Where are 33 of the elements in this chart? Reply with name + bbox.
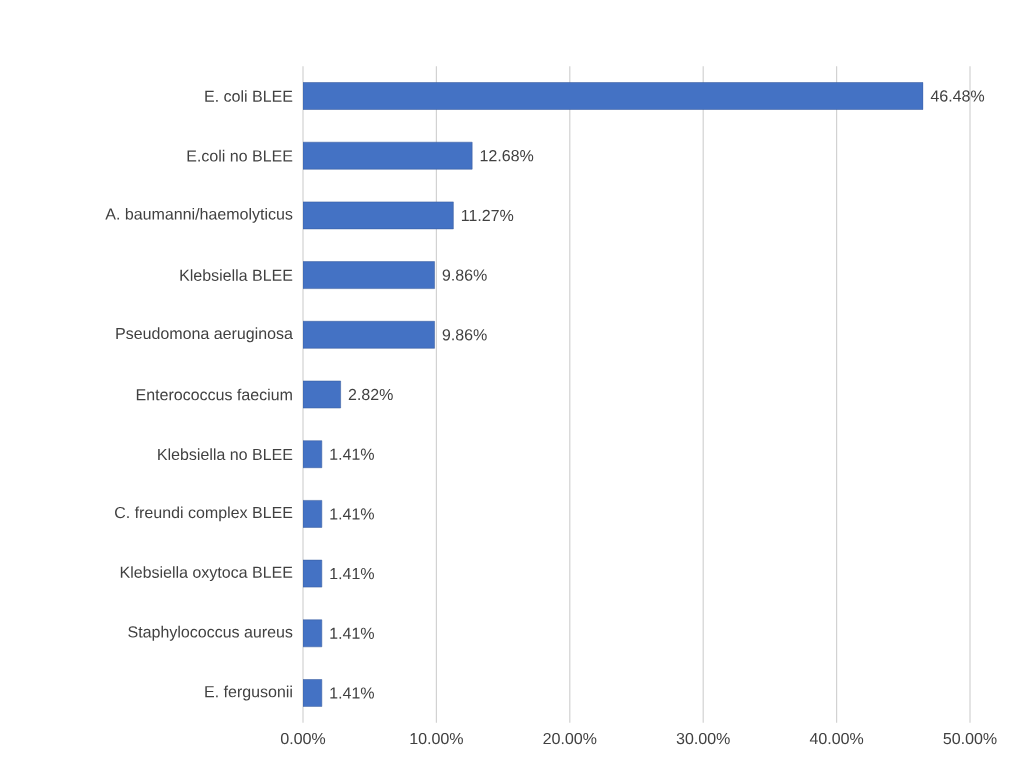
data-label: 12.68%	[480, 150, 534, 162]
x-tick-label: 40.00%	[809, 732, 864, 745]
bar	[303, 201, 454, 230]
bar	[303, 141, 473, 170]
x-tick-label: 10.00%	[410, 732, 463, 745]
x-tick-label: 30.00%	[676, 732, 730, 745]
data-label: 11.27%	[461, 209, 514, 222]
x-tick-label: 50.00%	[943, 732, 997, 745]
bar	[303, 321, 435, 349]
y-tick-label: Enterococcus faecium	[136, 388, 292, 401]
data-label: 9.86%	[442, 329, 487, 341]
data-label: 1.41%	[330, 508, 374, 520]
x-tick-label: 0.00%	[280, 732, 326, 745]
data-label: 46.48%	[930, 90, 985, 102]
y-tick-label: A. baumanni/haemolyticus	[105, 207, 293, 223]
data-label: 9.86%	[442, 269, 487, 281]
y-tick-label: C. freundi complex BLEE	[115, 506, 293, 522]
y-tick-label: Klebsiella oxytoca BLEE	[120, 566, 293, 582]
y-tick-label: E. fergusonii	[205, 685, 292, 701]
y-tick-label: Klebsiella BLEE	[180, 269, 293, 281]
y-tick-label: E. coli BLEE	[205, 90, 293, 102]
data-label: 2.82%	[348, 388, 393, 401]
data-label: 1.41%	[330, 568, 374, 580]
data-label: 1.41%	[330, 627, 374, 639]
x-tick-label: 20.00%	[543, 732, 597, 745]
data-label: 1.41%	[330, 448, 374, 460]
y-tick-label: Staphylococcus aureus	[128, 625, 293, 641]
bar	[303, 261, 435, 289]
y-tick-label: Pseudomona aeruginosa	[116, 327, 293, 343]
data-label: 1.41%	[330, 687, 374, 699]
y-tick-label: Klebsiella no BLEE	[158, 448, 293, 461]
y-tick-label: E.coli no BLEE	[187, 149, 293, 162]
bar	[303, 82, 924, 110]
